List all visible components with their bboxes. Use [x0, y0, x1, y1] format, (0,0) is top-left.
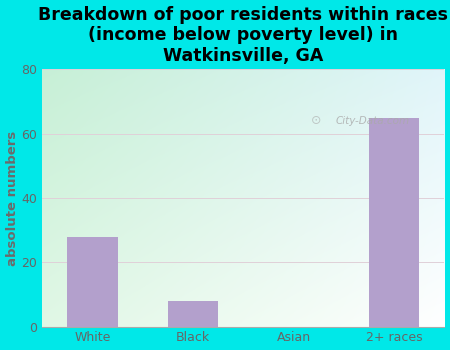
Bar: [369, 118, 419, 327]
Bar: [168, 301, 218, 327]
Text: City-Data.com: City-Data.com: [336, 116, 410, 126]
Y-axis label: absolute numbers: absolute numbers: [5, 131, 18, 266]
Bar: [68, 237, 117, 327]
Text: ⊙: ⊙: [310, 114, 321, 127]
Title: Breakdown of poor residents within races
(income below poverty level) in
Watkins: Breakdown of poor residents within races…: [38, 6, 448, 65]
